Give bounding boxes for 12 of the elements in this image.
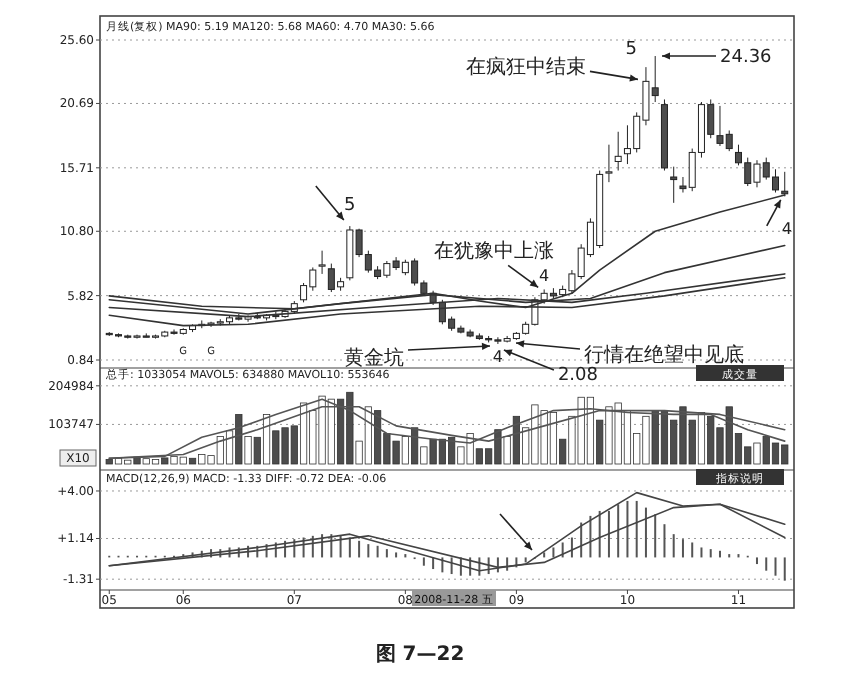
annotation: 黄金坑	[344, 346, 404, 370]
annotation: 4	[492, 347, 503, 366]
annotation: 24.36	[720, 48, 773, 68]
annotation: 行情在绝望中见底	[584, 343, 744, 367]
annotation: 在疯狂中结束	[465, 55, 586, 80]
annotation: 5	[625, 40, 637, 61]
annotation: 2.08	[557, 365, 599, 386]
annotation: 4	[781, 219, 792, 238]
annotation: 5	[344, 196, 356, 217]
annotation: 在犹豫中上涨	[434, 239, 555, 264]
annotation: 4	[539, 267, 550, 286]
caption: 图 7—22	[375, 644, 465, 666]
